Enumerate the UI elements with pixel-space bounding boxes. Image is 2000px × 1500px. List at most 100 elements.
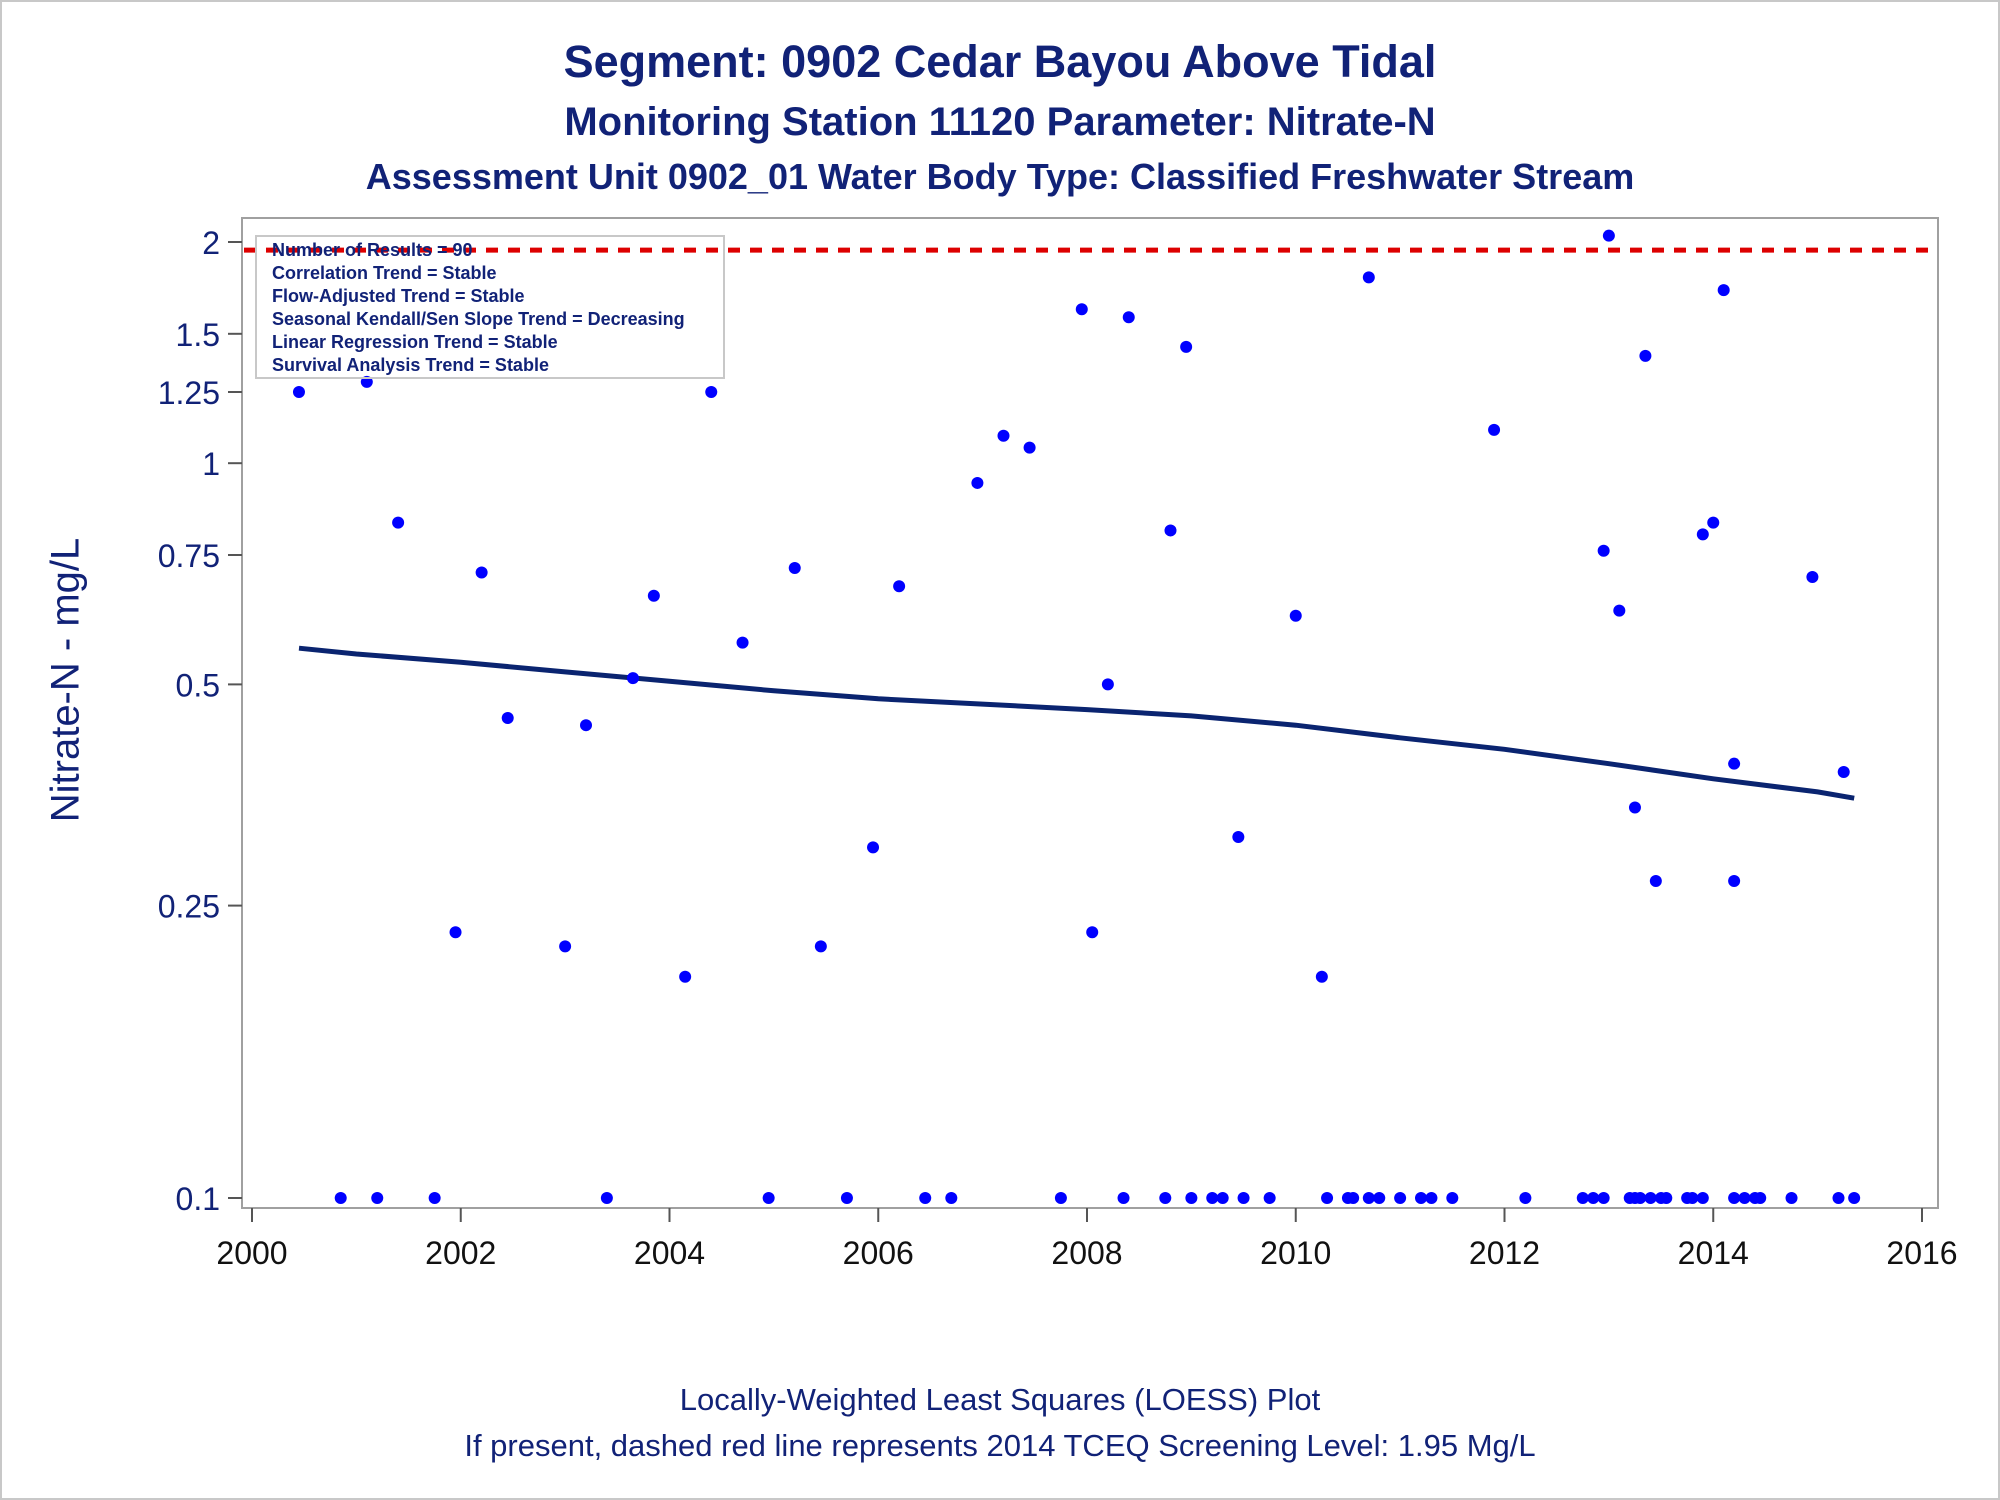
data-point [334,1192,347,1204]
data-point [1164,524,1177,537]
x-tick-label: 2008 [1051,1235,1122,1271]
data-point [1519,1192,1532,1204]
data-point [971,476,984,489]
stats-box [255,235,725,379]
data-point [814,940,827,953]
data-point [1717,284,1730,297]
data-point [1117,1192,1130,1204]
data-point [1613,604,1626,617]
x-tick-label: 2000 [216,1235,287,1271]
data-point [945,1192,958,1204]
data-point [1488,423,1501,436]
data-point [475,566,488,579]
data-point [840,1192,853,1204]
data-point [1602,229,1615,242]
x-tick-label: 2002 [425,1235,496,1271]
data-point [1634,1192,1647,1204]
data-point [1597,544,1610,557]
data-point [1321,1192,1334,1204]
data-point [559,940,572,953]
data-point [1686,1192,1699,1204]
data-point [1587,1192,1600,1204]
x-tick-label: 2006 [843,1235,914,1271]
y-tick-label: 0.5 [176,667,220,703]
x-tick-label: 2016 [1886,1235,1957,1271]
data-point [1639,349,1652,362]
chart-title: Segment: 0902 Cedar Bayou Above Tidal [563,36,1437,87]
stats-line: Survival Analysis Trend = Stable [272,355,549,375]
data-point [1373,1192,1386,1204]
data-point [1206,1192,1219,1204]
stats-line: Linear Regression Trend = Stable [272,332,558,352]
y-tick-label: 0.75 [158,538,220,574]
y-tick-label: 0.25 [158,889,220,925]
stats-line: Number of Results = 90 [272,240,473,260]
data-point [371,1192,384,1204]
data-point [428,1192,441,1204]
data-point [449,926,462,939]
data-point [736,636,749,649]
data-point [1696,528,1709,541]
data-point [501,712,514,725]
data-point [1362,271,1375,284]
data-point [1159,1192,1172,1204]
plot-area [241,217,1939,1209]
y-tick-label: 2 [202,225,220,261]
data-point [1649,875,1662,888]
data-point [919,1192,932,1204]
data-point [1728,1192,1741,1204]
y-tick-label: 1.5 [176,317,220,353]
data-point [1728,875,1741,888]
data-point [1232,830,1245,843]
data-point [679,970,692,983]
data-point [1785,1192,1798,1204]
y-tick-label: 1.25 [158,375,220,411]
data-point [1289,609,1302,622]
footnote-screening-level: If present, dashed red line represents 2… [464,1428,1536,1463]
data-point [1832,1192,1845,1204]
loess-trend-line [298,645,1855,801]
chart-subtitle-station: Monitoring Station 11120 Parameter: Nitr… [564,100,1436,144]
data-point [1660,1192,1673,1204]
data-point [997,429,1010,442]
x-tick-label: 2010 [1260,1235,1331,1271]
data-point [1180,340,1193,353]
y-tick-label: 0.1 [176,1181,220,1217]
data-point [1237,1192,1250,1204]
data-point [1101,678,1114,691]
stats-line: Flow-Adjusted Trend = Stable [272,286,525,306]
data-point [1837,765,1850,778]
data-point [1075,303,1088,316]
y-tick-label: 1 [202,446,220,482]
data-point [1315,970,1328,983]
data-point [1728,757,1741,770]
data-point [1122,311,1135,324]
data-point [1394,1192,1407,1204]
data-point [1707,516,1720,529]
data-point [1347,1192,1360,1204]
footnote-loess: Locally-Weighted Least Squares (LOESS) P… [679,1382,1321,1417]
data-point [392,516,405,529]
data-point [762,1192,775,1204]
data-point [893,580,906,593]
data-point [292,385,305,398]
data-point [1362,1192,1375,1204]
stats-line: Correlation Trend = Stable [272,263,497,283]
data-point [1086,926,1099,939]
data-point [1806,571,1819,584]
chart-subtitle-assessment: Assessment Unit 0902_01 Water Body Type:… [365,156,1635,197]
data-point [1848,1192,1861,1204]
data-point [580,719,592,732]
data-point [1738,1192,1751,1204]
x-tick-label: 2004 [634,1235,705,1271]
data-point [1754,1192,1767,1204]
data-point [1576,1192,1589,1204]
data-point [1446,1192,1459,1204]
data-point [1185,1192,1198,1204]
data-point [788,562,801,575]
stats-line: Seasonal Kendall/Sen Slope Trend = Decre… [272,309,685,329]
data-point [1263,1192,1276,1204]
data-point [626,672,639,685]
data-point [1425,1192,1438,1204]
